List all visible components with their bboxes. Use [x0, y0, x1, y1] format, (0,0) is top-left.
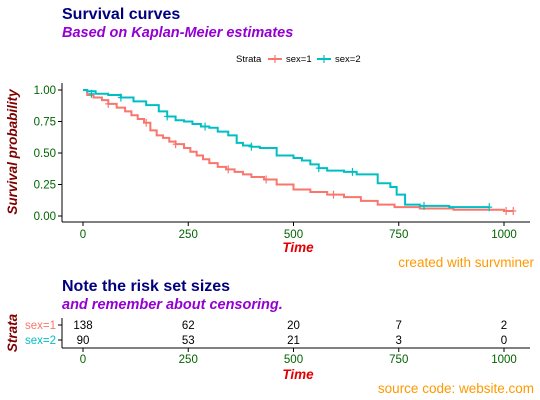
survival-curve-2 — [83, 89, 490, 209]
top-y-axis-title: Survival probability — [5, 88, 20, 215]
risk-x-axis-title: Time — [282, 367, 314, 382]
survival-curves — [83, 89, 517, 215]
censor-mark — [503, 206, 510, 215]
top-y-ticks: 0.00 0.25 0.50 0.75 1.00 — [34, 85, 62, 223]
censor-mark — [486, 203, 493, 212]
risk-cell: 7 — [396, 320, 402, 332]
risk-row-label: sex=1 — [25, 320, 56, 332]
top-x-axis-title: Time — [282, 240, 314, 255]
top-chart-subtitle: Based on Kaplan-Meier estimates — [62, 25, 293, 41]
risk-cell: 0 — [501, 335, 507, 347]
risk-table-title: Note the risk set sizes — [62, 278, 230, 295]
censor-mark — [510, 206, 517, 215]
y-tick-label: 0.00 — [34, 211, 56, 223]
censor-mark — [164, 112, 171, 121]
censor-mark — [202, 122, 209, 131]
top-chart-title: Survival curves — [62, 6, 180, 23]
risk-x-ticks: 0 250 500 750 1000 — [80, 348, 517, 366]
x-tick-label: 0 — [80, 229, 86, 241]
censor-mark — [315, 164, 322, 173]
risk-cell: 138 — [73, 320, 92, 332]
risk-x-tick-label: 500 — [284, 354, 303, 366]
risk-x-tick-label: 0 — [80, 354, 86, 366]
risk-x-tick-label: 1000 — [491, 354, 517, 366]
x-tick-label: 750 — [389, 229, 408, 241]
censor-mark — [117, 93, 124, 102]
risk-cell: 20 — [287, 320, 300, 332]
y-tick-label: 0.75 — [34, 117, 56, 129]
x-tick-label: 250 — [179, 229, 198, 241]
y-tick-label: 0.25 — [34, 180, 56, 192]
y-tick-label: 0.50 — [34, 148, 56, 160]
risk-x-tick-label: 750 — [389, 354, 408, 366]
censor-mark — [225, 165, 232, 174]
legend-title: Strata — [236, 54, 262, 65]
top-caption: created with survminer — [398, 255, 534, 270]
legend-key-sex2 — [317, 55, 331, 63]
legend: Strata sex=1 sex=2 — [236, 54, 361, 65]
censor-mark — [330, 190, 337, 199]
legend-label-sex2: sex=2 — [335, 54, 361, 65]
x-tick-label: 1000 — [491, 229, 517, 241]
legend-key-sex1 — [268, 55, 282, 63]
legend-label-sex1: sex=1 — [286, 54, 312, 65]
censor-mark — [143, 118, 150, 127]
risk-cell: 90 — [77, 335, 90, 347]
survival-curve-1 — [83, 89, 514, 212]
risk-y-axis-title: Strata — [5, 313, 20, 352]
censor-mark — [105, 99, 112, 108]
censor-mark — [172, 140, 179, 149]
risk-table-subtitle: and remember about censoring. — [62, 297, 283, 313]
censor-mark — [248, 142, 255, 151]
risk-cell: 62 — [182, 320, 195, 332]
y-tick-label: 1.00 — [34, 85, 56, 97]
censor-mark — [349, 167, 356, 176]
risk-cell: 3 — [396, 335, 402, 347]
risk-cell: 21 — [287, 335, 300, 347]
risk-row-label: sex=2 — [25, 335, 56, 347]
censor-mark — [421, 201, 428, 210]
risk-cell: 53 — [182, 335, 195, 347]
bottom-caption: source code: website.com — [378, 381, 534, 396]
risk-table-rows: sex=1 138 62 20 7 2 sex=2 90 53 21 3 0 — [25, 320, 507, 347]
x-tick-label: 500 — [284, 229, 303, 241]
censor-mark — [88, 89, 95, 98]
censor-mark — [263, 175, 270, 184]
top-x-ticks: 0 250 500 750 1000 — [80, 222, 517, 241]
risk-x-tick-label: 250 — [179, 354, 198, 366]
risk-cell: 2 — [501, 320, 507, 332]
